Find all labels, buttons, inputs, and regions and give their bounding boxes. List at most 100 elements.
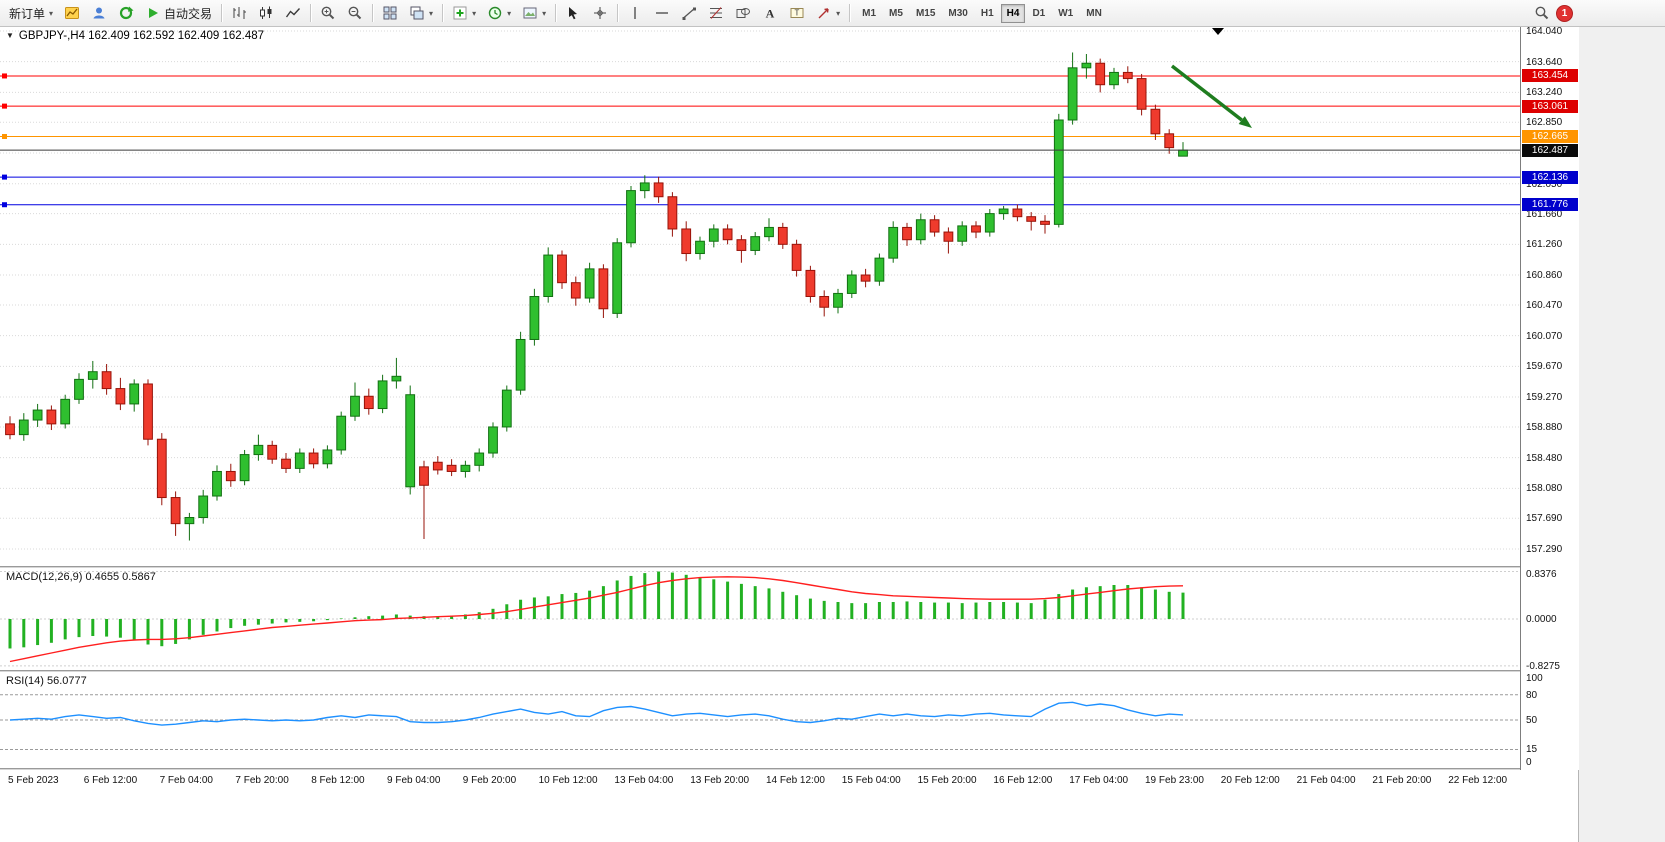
price-axis[interactable]: 164.040163.640163.240162.850162.450162.0… — [1520, 26, 1579, 770]
search-icon-glyph — [1534, 5, 1550, 21]
candlestick-chart[interactable] — [0, 26, 1520, 566]
toolbar-separator — [617, 4, 619, 22]
template-icon-glyph — [522, 5, 538, 21]
label-icon[interactable]: T — [784, 2, 810, 24]
line-chart-icon[interactable] — [280, 2, 306, 24]
period-icon[interactable]: ▾ — [482, 2, 516, 24]
chart-area: ▼ GBPJPY-,H4 162.409 162.592 162.409 162… — [0, 26, 1578, 842]
candlestick-chart-icon-glyph — [258, 5, 274, 21]
price-tick-label: 161.260 — [1526, 239, 1563, 251]
price-pane[interactable]: ▼ GBPJPY-,H4 162.409 162.592 162.409 162… — [0, 26, 1520, 566]
chart-title: GBPJPY-,H4 162.409 162.592 162.409 162.4… — [18, 30, 265, 42]
price-tick-label: 159.270 — [1526, 392, 1563, 404]
macd-tick-label: -0.8275 — [1526, 660, 1560, 672]
toolbar-separator — [310, 4, 312, 22]
bar-chart-icon[interactable] — [226, 2, 252, 24]
time-tick-label: 20 Feb 12:00 — [1220, 775, 1280, 786]
pane-splitter[interactable] — [0, 566, 1578, 569]
cursor-icon[interactable] — [560, 2, 586, 24]
shapes-icon-glyph — [735, 5, 751, 21]
timeframe-mn[interactable]: MN — [1080, 4, 1108, 23]
hline-price-badge: 163.454 — [1522, 69, 1578, 83]
timeframe-m1[interactable]: M1 — [856, 4, 882, 23]
timeframe-h1[interactable]: H1 — [975, 4, 1000, 23]
autotrade-button-label: 自动交易 — [164, 6, 213, 21]
template-icon[interactable]: ▾ — [517, 2, 551, 24]
new-order-button[interactable]: 新订单 ▾ — [4, 2, 58, 24]
hline-price-badge: 162.665 — [1522, 130, 1578, 143]
arrows-icon[interactable]: ▾ — [811, 2, 845, 24]
hline-price-badge: 161.776 — [1522, 198, 1578, 212]
timeframe-m30[interactable]: M30 — [942, 4, 973, 23]
price-tick-label: 157.290 — [1526, 543, 1563, 555]
fibonacci-icon[interactable] — [703, 2, 729, 24]
time-tick-label: 22 Feb 12:00 — [1448, 775, 1508, 786]
price-tick-label: 162.850 — [1526, 117, 1563, 129]
time-tick-label: 13 Feb 20:00 — [690, 775, 750, 786]
rsi-chart — [0, 694, 1520, 750]
cascade-windows-icon[interactable]: ▾ — [404, 2, 438, 24]
dropdown-arrow-icon: ▾ — [836, 8, 841, 18]
time-tick-label: 21 Feb 04:00 — [1296, 775, 1356, 786]
rsi-pane[interactable]: RSI(14) 56.0777 — [0, 672, 1520, 768]
chart-menu-icon[interactable]: ▼ — [6, 31, 14, 40]
refresh-icon-glyph — [118, 5, 134, 21]
crosshair-icon[interactable] — [587, 2, 613, 24]
tile-windows-icon[interactable] — [377, 2, 403, 24]
horizontal-line-icon-glyph — [654, 5, 670, 21]
macd-chart — [0, 571, 1520, 667]
new-chart-icon[interactable] — [59, 2, 85, 24]
add-indicator-icon-glyph — [452, 5, 468, 21]
autotrade-button[interactable]: 自动交易 — [140, 2, 217, 24]
time-tick-label: 7 Feb 20:00 — [235, 775, 289, 786]
add-indicator-icon[interactable]: ▾ — [447, 2, 481, 24]
cascade-windows-icon-glyph — [409, 5, 425, 21]
macd-pane[interactable]: MACD(12,26,9) 0.4655 0.5867 — [0, 568, 1520, 670]
horizontal-line-icon[interactable] — [649, 2, 675, 24]
chart-title-row: ▼ GBPJPY-,H4 162.409 162.592 162.409 162… — [6, 30, 264, 42]
timeframe-m15[interactable]: M15 — [910, 4, 941, 23]
macd-tick-label: 0.0000 — [1526, 614, 1557, 625]
price-tick-label: 160.470 — [1526, 299, 1563, 311]
price-tick-label: 160.860 — [1526, 270, 1563, 281]
timeframe-h4[interactable]: H4 — [1000, 3, 1026, 23]
new-chart-icon-glyph — [64, 5, 80, 21]
dropdown-arrow-icon: ▾ — [507, 8, 512, 18]
zoom-in-icon[interactable] — [315, 2, 341, 24]
price-tick-label: 163.240 — [1526, 87, 1563, 99]
timeframe-w1[interactable]: W1 — [1052, 4, 1079, 23]
shapes-icon[interactable] — [730, 2, 756, 24]
time-tick-label: 5 Feb 2023 — [8, 775, 59, 786]
time-tick-label: 16 Feb 12:00 — [993, 775, 1053, 786]
timeframe-m5[interactable]: M5 — [883, 4, 909, 23]
time-tick-label: 6 Feb 12:00 — [83, 775, 138, 786]
price-tick-label: 157.690 — [1526, 513, 1563, 525]
hline-price-badge: 163.061 — [1522, 99, 1578, 113]
pane-splitter[interactable] — [0, 670, 1578, 673]
price-tick-label: 159.670 — [1526, 361, 1563, 373]
macd-tick-label: 0.8376 — [1526, 569, 1557, 580]
trendline-icon[interactable] — [676, 2, 702, 24]
trendline-icon-glyph — [681, 5, 697, 21]
right-gutter — [1578, 26, 1665, 842]
text-icon[interactable]: A — [757, 2, 783, 24]
search-icon[interactable] — [1529, 2, 1555, 24]
time-axis[interactable]: 5 Feb 2023 6 Feb 12:00 7 Feb 04:00 7 Feb 20… — [0, 770, 1578, 796]
zoom-in-icon-glyph — [320, 5, 336, 21]
rsi-tick-label: 50 — [1526, 715, 1538, 726]
refresh-icon[interactable] — [113, 2, 139, 24]
toolbar-separator — [372, 4, 374, 22]
rsi-tick-label: 80 — [1526, 689, 1538, 701]
time-tick-label: 9 Feb 04:00 — [387, 775, 441, 786]
zoom-out-icon-glyph — [347, 5, 363, 21]
candlestick-chart-icon[interactable] — [253, 2, 279, 24]
vertical-line-icon[interactable] — [622, 2, 648, 24]
timeframe-d1[interactable]: D1 — [1026, 4, 1051, 23]
notifications-badge[interactable]: 1 — [1556, 4, 1573, 22]
profiles-icon[interactable] — [86, 2, 112, 24]
toolbar-separator — [442, 4, 444, 22]
rsi-tick-label: 0 — [1526, 757, 1532, 769]
crosshair-icon-glyph — [592, 5, 608, 21]
time-tick-label: 15 Feb 20:00 — [917, 775, 977, 786]
zoom-out-icon[interactable] — [342, 2, 368, 24]
